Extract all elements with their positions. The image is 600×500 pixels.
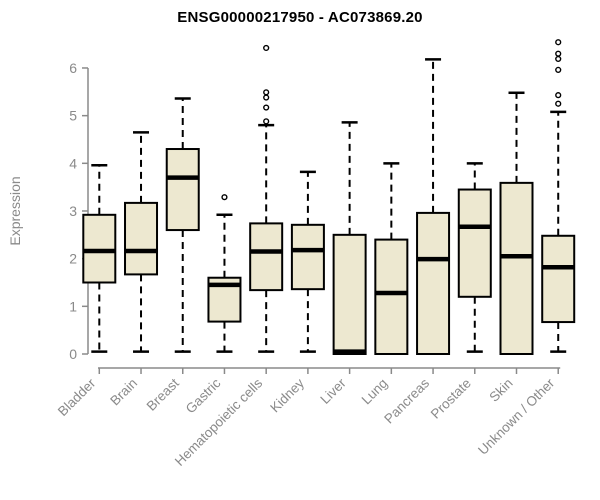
x-tick-label: Breast [144,375,182,413]
outlier-unknown-other [555,39,562,46]
outlier-unknown-other [555,50,562,57]
outlier-hematopoietic-cells [263,44,270,52]
outlier-unknown-other [555,100,562,107]
box-lung [374,238,409,355]
outlier-hematopoietic-cells [263,94,270,101]
outlier-hematopoietic-cells [263,104,270,111]
box-bladder [82,213,117,284]
y-tick-label: 6 [69,60,77,76]
y-tick-label: 3 [69,203,77,219]
y-axis-title: Expression [7,176,23,245]
outlier-hematopoietic-cells [263,89,270,96]
x-tick-label: Kidney [267,375,307,415]
box-skin [499,181,534,355]
chart-title: ENSG00000217950 - AC073869.20 [177,9,423,26]
x-tick-label: Skin [486,376,515,405]
y-tick-label: 1 [69,298,77,314]
outlier-unknown-other [555,55,562,63]
box-prostate [457,188,492,298]
outlier-gastric [221,194,228,201]
x-tick-label: Pancreas [381,375,432,426]
outlier-unknown-other [555,92,562,99]
box-brain [124,201,159,276]
outlier-unknown-other [555,66,562,73]
x-tick-label: Prostate [428,376,474,422]
y-tick-label: 5 [69,108,77,124]
y-tick-label: 4 [69,155,77,171]
box-hematopoietic-cells [249,222,284,292]
y-tick-label: 2 [69,251,77,267]
box-kidney [290,223,325,291]
x-tick-label: Gastric [183,375,224,416]
box-pancreas [416,211,451,355]
x-tick-label: Unknown / Other [475,375,558,458]
box-breast [165,148,200,232]
x-tick-label: Bladder [55,375,99,419]
box-unknown-other [541,234,576,324]
y-tick-label: 0 [69,346,77,362]
x-tick-label: Lung [359,376,391,408]
box-liver [332,233,367,355]
outlier-hematopoietic-cells [263,118,270,125]
x-tick-label: Brain [107,376,140,409]
x-tick-label: Liver [317,375,349,407]
